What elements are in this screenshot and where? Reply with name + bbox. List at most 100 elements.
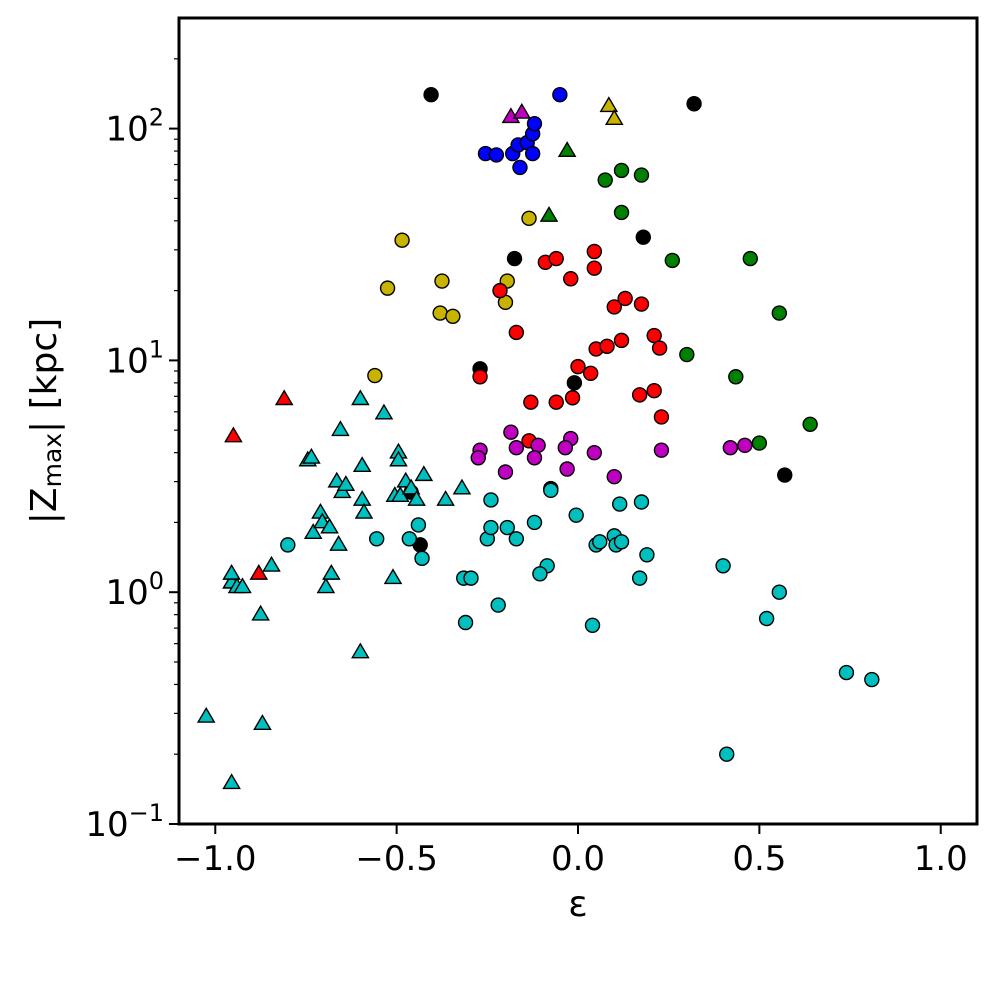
data-point-circle xyxy=(633,296,650,312)
data-point-circle xyxy=(742,250,758,267)
data-point-triangle xyxy=(233,577,252,594)
data-point-circle xyxy=(566,375,583,391)
data-point-circle xyxy=(401,531,418,547)
x-tick-label: −1.0 xyxy=(174,839,257,879)
data-point-triangle xyxy=(539,206,559,222)
data-point-circle xyxy=(445,308,461,324)
data-point-circle xyxy=(722,440,739,456)
series-5 xyxy=(470,424,753,485)
data-point-circle xyxy=(410,517,427,533)
data-point-triangle xyxy=(249,563,269,580)
data-point-circle xyxy=(679,346,695,363)
data-point-circle xyxy=(599,338,615,355)
data-point-circle xyxy=(506,250,523,267)
data-point-triangle xyxy=(224,426,243,443)
data-point-circle xyxy=(524,145,541,162)
data-point-circle xyxy=(635,229,651,245)
series-2 xyxy=(367,210,537,384)
data-point-circle xyxy=(771,305,788,321)
data-point-circle xyxy=(570,358,586,375)
data-point-circle xyxy=(631,570,648,586)
data-point-circle xyxy=(653,409,670,425)
data-point-triangle xyxy=(374,403,394,420)
ticks-layer xyxy=(169,58,942,834)
data-point-triangle xyxy=(452,478,472,495)
data-point-circle xyxy=(612,496,628,512)
data-point-circle xyxy=(563,271,579,287)
y-tick-label: 10−1 xyxy=(85,799,164,845)
data-point-circle xyxy=(728,369,744,385)
data-point-triangle xyxy=(251,604,270,621)
data-point-circle xyxy=(512,159,528,176)
data-point-circle xyxy=(508,531,525,547)
series-9 xyxy=(599,96,624,125)
data-point-circle xyxy=(617,290,633,307)
data-point-circle xyxy=(592,534,608,550)
data-point-circle xyxy=(432,305,448,321)
data-point-circle xyxy=(606,299,622,315)
data-point-circle xyxy=(639,547,655,563)
data-point-circle xyxy=(646,327,662,344)
data-point-circle xyxy=(613,204,630,221)
x-tick-label: 0.5 xyxy=(732,839,786,879)
data-point-circle xyxy=(802,416,818,433)
data-point-circle xyxy=(864,671,880,688)
data-point-triangle xyxy=(331,420,350,437)
data-point-circle xyxy=(586,444,603,461)
data-point-circle xyxy=(582,365,599,381)
data-point-triangle xyxy=(389,450,408,467)
data-point-circle xyxy=(434,273,450,289)
series-8 xyxy=(501,102,532,124)
data-point-circle xyxy=(771,584,788,600)
plot-frame xyxy=(177,16,979,826)
data-point-circle xyxy=(633,167,650,183)
y-tick-label: 101 xyxy=(105,335,164,381)
data-point-triangle xyxy=(262,555,281,572)
data-point-circle xyxy=(777,467,793,483)
y-tick-label: 102 xyxy=(105,104,164,150)
data-point-circle xyxy=(508,324,525,341)
data-point-circle xyxy=(280,537,296,553)
data-point-circle xyxy=(394,232,410,248)
data-point-triangle xyxy=(604,109,624,125)
data-point-circle xyxy=(379,280,396,296)
data-point-triangle xyxy=(599,96,619,113)
data-point-circle xyxy=(503,424,519,440)
data-point-circle xyxy=(686,96,702,112)
x-tick-label: −0.5 xyxy=(355,839,438,879)
x-axis-title: ε xyxy=(568,884,587,925)
data-point-circle xyxy=(613,332,630,349)
data-point-circle xyxy=(557,440,574,456)
data-point-circle xyxy=(532,566,548,582)
data-point-triangle xyxy=(320,517,339,534)
data-point-triangle xyxy=(354,502,374,519)
data-point-circle xyxy=(526,514,543,531)
data-point-triangle xyxy=(407,490,426,506)
x-tick-label: 1.0 xyxy=(914,839,968,879)
series-4 xyxy=(472,243,670,449)
data-point-triangle xyxy=(222,563,241,580)
data-point-circle xyxy=(523,394,539,410)
data-point-circle xyxy=(470,450,486,466)
data-point-circle xyxy=(751,435,768,451)
data-point-circle xyxy=(568,507,584,523)
data-point-circle xyxy=(631,387,648,403)
data-point-triangle xyxy=(196,706,216,723)
series-0 xyxy=(477,87,568,176)
data-point-triangle xyxy=(557,141,577,158)
data-point-circle xyxy=(488,147,505,163)
data-point-triangle xyxy=(512,102,532,119)
data-point-circle xyxy=(586,260,603,276)
data-point-circle xyxy=(633,494,650,510)
data-point-circle xyxy=(472,369,488,385)
data-point-triangle xyxy=(253,714,272,730)
data-point-circle xyxy=(497,464,514,480)
y-axis-title-pre: |Z xyxy=(24,487,65,524)
data-point-circle xyxy=(552,87,568,103)
data-point-triangle xyxy=(351,642,370,659)
data-point-circle xyxy=(368,531,385,547)
data-point-circle xyxy=(490,597,506,613)
data-point-triangle xyxy=(274,389,294,406)
data-point-circle xyxy=(414,550,430,567)
